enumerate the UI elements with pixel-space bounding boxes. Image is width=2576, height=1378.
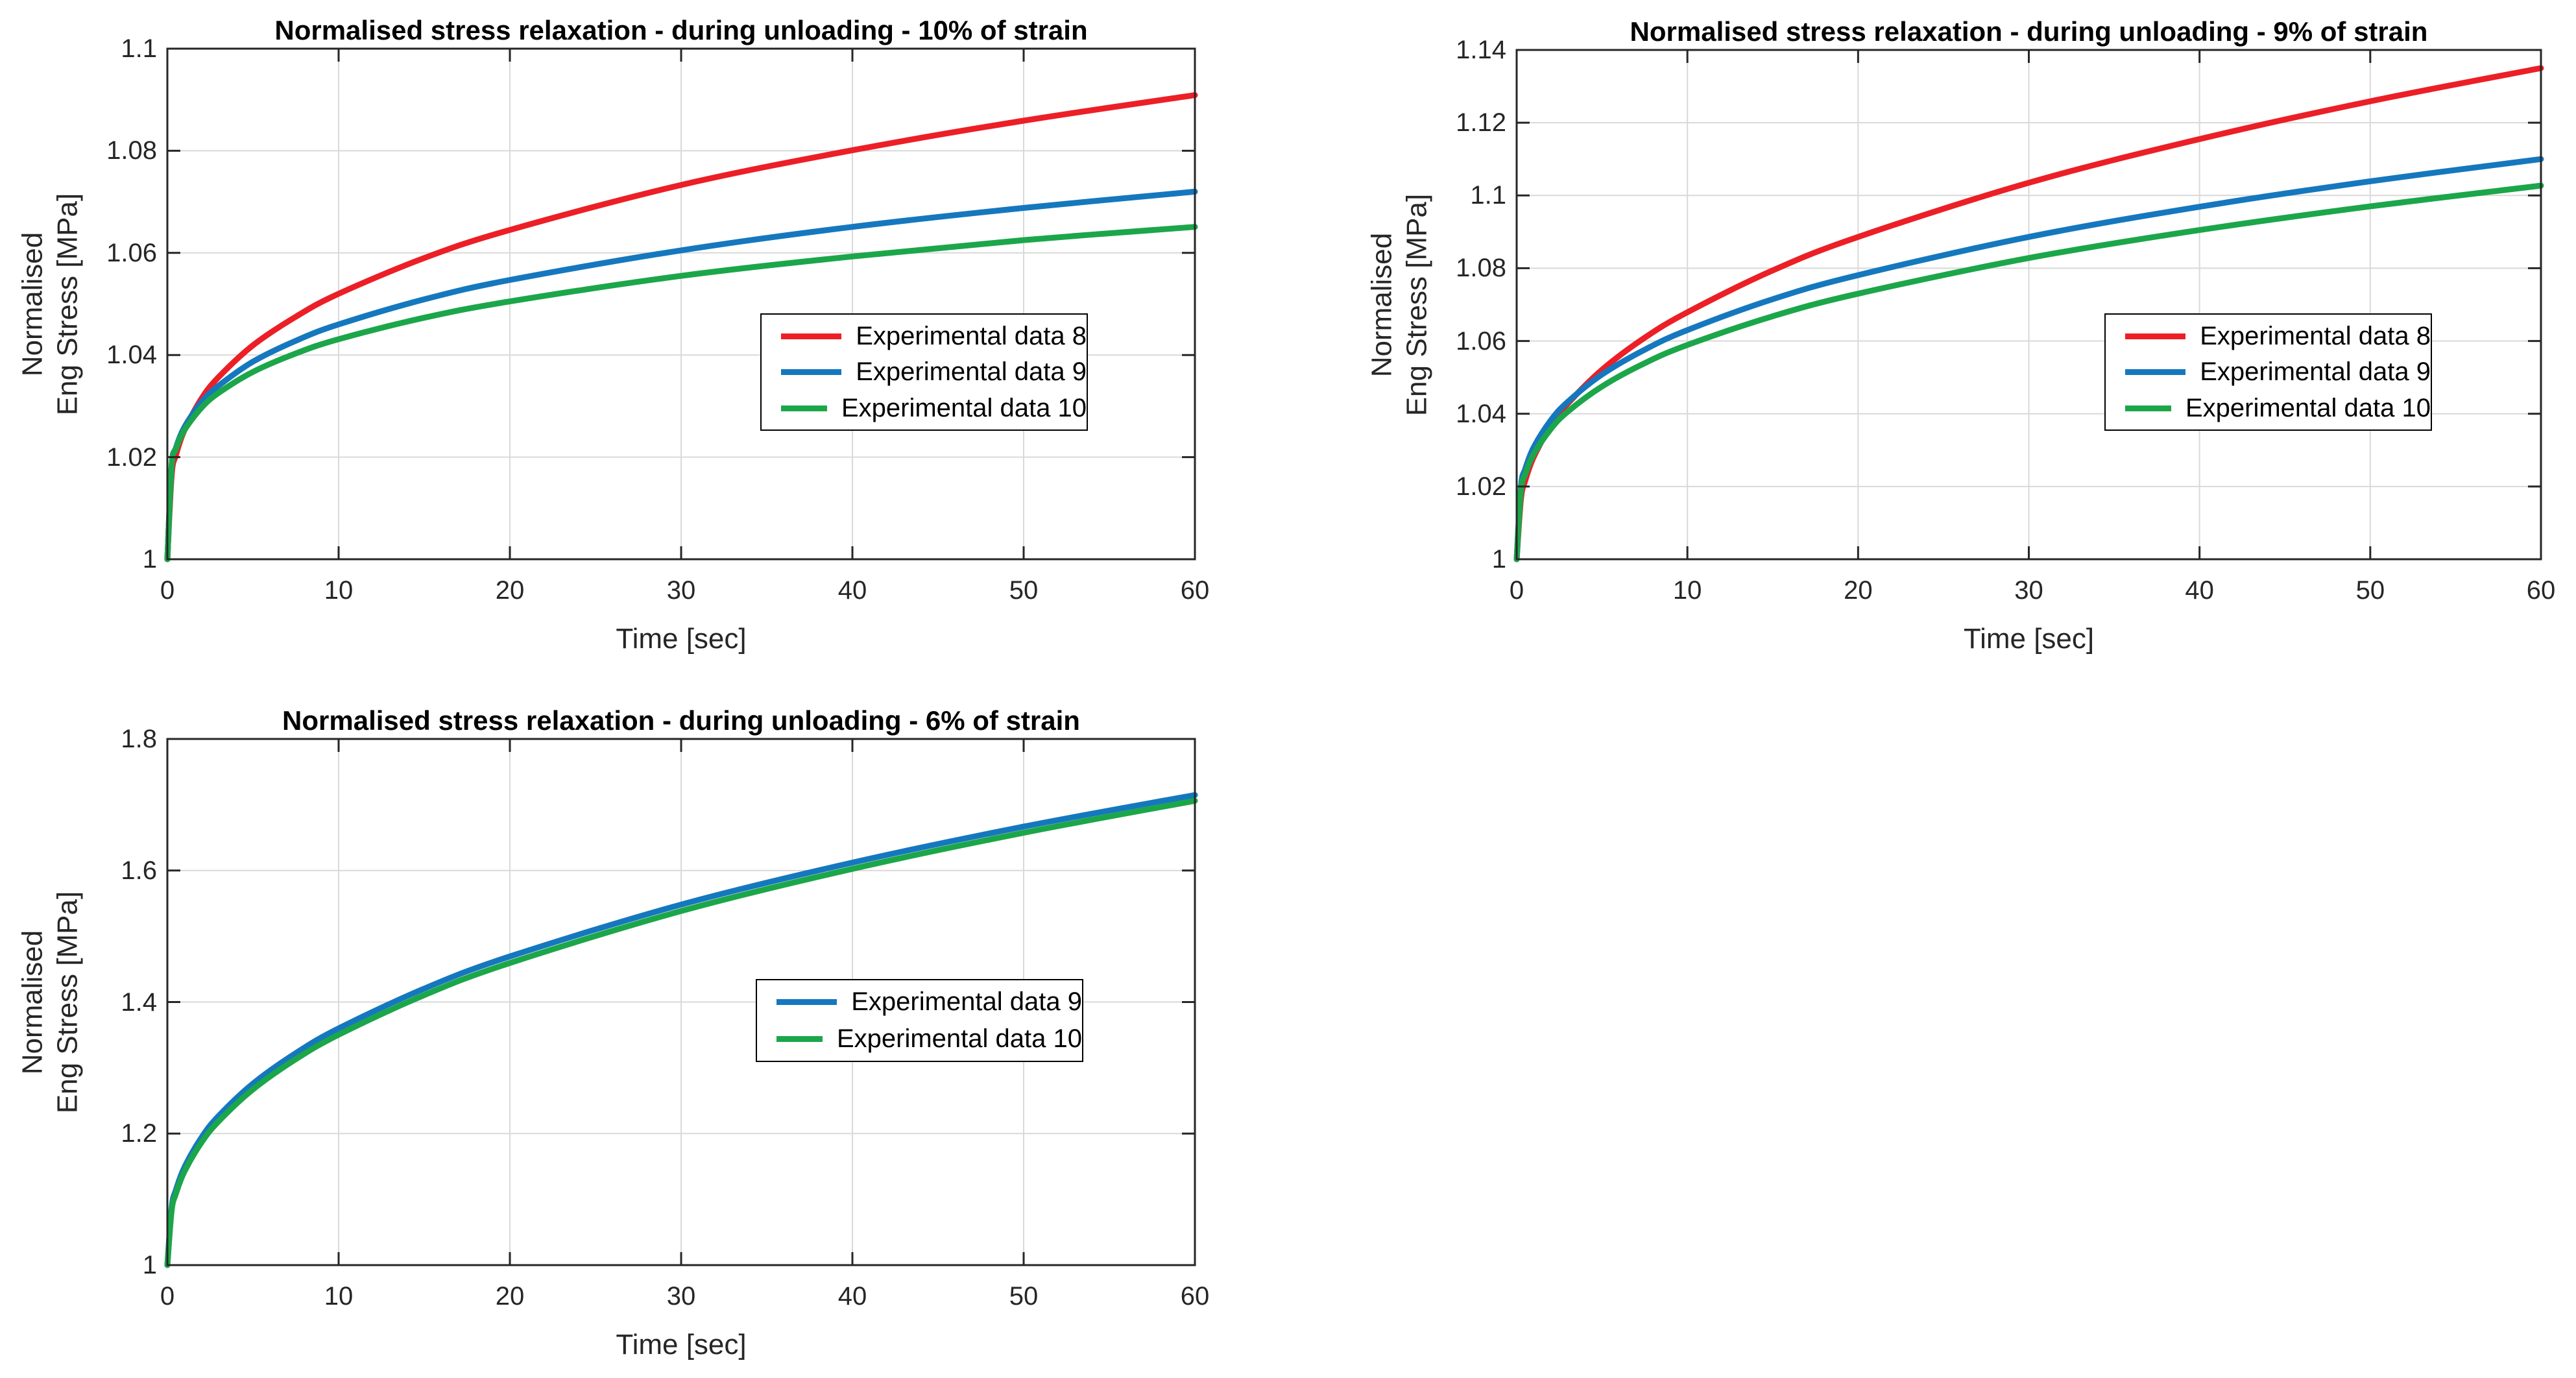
legend-line-sample xyxy=(776,999,837,1006)
y-axis-label-line: Eng Stress [MPa] xyxy=(51,193,83,415)
y-tick-label: 1 xyxy=(142,545,157,574)
legend-line-sample xyxy=(2125,333,2186,339)
x-axis-label: Time [sec] xyxy=(616,1329,747,1360)
x-tick-label: 50 xyxy=(1009,576,1039,605)
x-tick-label: 30 xyxy=(666,1282,696,1311)
x-tick-label: 40 xyxy=(2185,576,2214,605)
legend-label: Experimental data 8 xyxy=(856,321,1087,350)
x-tick-label: 40 xyxy=(837,576,867,605)
chart-panel-9pct: Normalised stress relaxation - during un… xyxy=(1288,0,2576,689)
y-axis-label-line: Normalised xyxy=(16,232,48,376)
x-tick-label: 20 xyxy=(495,576,525,605)
x-axis-label: Time [sec] xyxy=(1963,623,2095,655)
y-tick-label: 1.12 xyxy=(1456,108,1506,138)
legend: Experimental data 8 Experimental data 9 Ex… xyxy=(760,313,1088,431)
y-axis-label: Normalised Eng Stress [MPa] xyxy=(1364,50,1436,559)
y-tick-label: 1.04 xyxy=(1456,399,1506,428)
x-tick-label: 0 xyxy=(160,576,175,605)
x-tick-label: 50 xyxy=(1009,1282,1039,1311)
legend-line-sample xyxy=(781,405,827,411)
legend-entry: Experimental data 10 xyxy=(762,394,1087,423)
y-axis-label-line: Normalised xyxy=(1366,232,1397,377)
x-tick-label: 40 xyxy=(837,1282,867,1311)
legend-entry: Experimental data 10 xyxy=(2106,394,2431,423)
y-axis-label: Normalised Eng Stress [MPa] xyxy=(15,739,86,1265)
x-tick-label: 20 xyxy=(495,1282,525,1311)
x-tick-label: 60 xyxy=(1180,576,1210,605)
legend-entry: Experimental data 9 xyxy=(757,987,1082,1017)
legend-entry: Experimental data 8 xyxy=(762,322,1087,351)
y-tick-label: 1.06 xyxy=(1456,326,1506,356)
y-axis-label-line: Eng Stress [MPa] xyxy=(1401,193,1432,416)
x-tick-label: 50 xyxy=(2355,576,2385,605)
y-tick-label: 1 xyxy=(142,1251,157,1279)
chart-panel-10pct: Normalised stress relaxation - during un… xyxy=(0,0,1288,689)
chart-title: Normalised stress relaxation - during un… xyxy=(1630,16,2428,47)
plot-area xyxy=(1513,49,2544,562)
legend-label: Experimental data 9 xyxy=(2200,357,2431,386)
chart-title: Normalised stress relaxation - during un… xyxy=(282,705,1080,736)
series-line-2 xyxy=(1513,156,2544,562)
legend-line-sample xyxy=(781,333,842,339)
legend-line-sample xyxy=(2125,369,2186,375)
legend: Experimental data 9 Experimental data 10 xyxy=(756,979,1083,1062)
legend-line-sample xyxy=(776,1035,823,1042)
y-tick-label: 1.6 xyxy=(121,856,157,885)
y-tick-label: 1.8 xyxy=(121,725,157,753)
x-axis-label: Time [sec] xyxy=(616,623,747,655)
x-tick-label: 60 xyxy=(2526,576,2556,605)
y-tick-label: 1.1 xyxy=(121,34,157,63)
y-tick-label: 1 xyxy=(1491,545,1506,574)
legend-label: Experimental data 8 xyxy=(2200,321,2431,350)
y-axis-label-line: Normalised xyxy=(16,930,48,1074)
legend-entry: Experimental data 8 xyxy=(2106,322,2431,351)
y-tick-label: 1.02 xyxy=(106,442,157,472)
y-tick-label: 1.1 xyxy=(1470,181,1506,210)
legend-label: Experimental data 9 xyxy=(851,987,1082,1017)
chart-title: Normalised stress relaxation - during un… xyxy=(274,15,1088,45)
x-tick-label: 10 xyxy=(324,1282,354,1311)
y-axis-label-line: Eng Stress [MPa] xyxy=(51,891,83,1113)
y-tick-label: 1.14 xyxy=(1456,36,1506,64)
legend-label: Experimental data 9 xyxy=(856,357,1087,386)
legend-line-sample xyxy=(781,369,842,375)
legend-entry: Experimental data 10 xyxy=(757,1024,1082,1054)
series-line-2 xyxy=(164,797,1198,1268)
x-tick-label: 30 xyxy=(666,576,696,605)
x-tick-label: 0 xyxy=(160,1282,175,1311)
series-line-3 xyxy=(1513,182,2544,562)
chart-panel-6pct: Normalised stress relaxation - during un… xyxy=(0,689,1288,1378)
x-tick-label: 20 xyxy=(1844,576,1873,605)
plot-area xyxy=(164,738,1198,1268)
y-tick-label: 1.2 xyxy=(121,1119,157,1148)
legend-entry: Experimental data 9 xyxy=(762,357,1087,387)
series-line-3 xyxy=(164,224,1198,562)
y-tick-label: 1.04 xyxy=(106,341,157,370)
legend-label: Experimental data 10 xyxy=(836,1024,1082,1053)
legend-entry: Experimental data 9 xyxy=(2106,357,2431,387)
x-tick-label: 10 xyxy=(1672,576,1702,605)
y-tick-label: 1.02 xyxy=(1456,472,1506,501)
plot-area xyxy=(164,47,1198,562)
y-tick-label: 1.06 xyxy=(106,238,157,267)
x-tick-label: 10 xyxy=(324,576,354,605)
legend-label: Experimental data 10 xyxy=(2185,393,2431,422)
x-tick-label: 30 xyxy=(2014,576,2043,605)
legend: Experimental data 8 Experimental data 9 Ex… xyxy=(2104,313,2432,431)
y-tick-label: 1.4 xyxy=(121,987,157,1017)
y-axis-label: Normalised Eng Stress [MPa] xyxy=(15,49,86,559)
x-tick-label: 60 xyxy=(1180,1282,1210,1311)
x-tick-label: 0 xyxy=(1509,576,1524,605)
y-tick-label: 1.08 xyxy=(106,136,157,165)
legend-label: Experimental data 10 xyxy=(841,393,1087,422)
y-tick-label: 1.08 xyxy=(1456,254,1506,283)
legend-line-sample xyxy=(2125,405,2171,411)
